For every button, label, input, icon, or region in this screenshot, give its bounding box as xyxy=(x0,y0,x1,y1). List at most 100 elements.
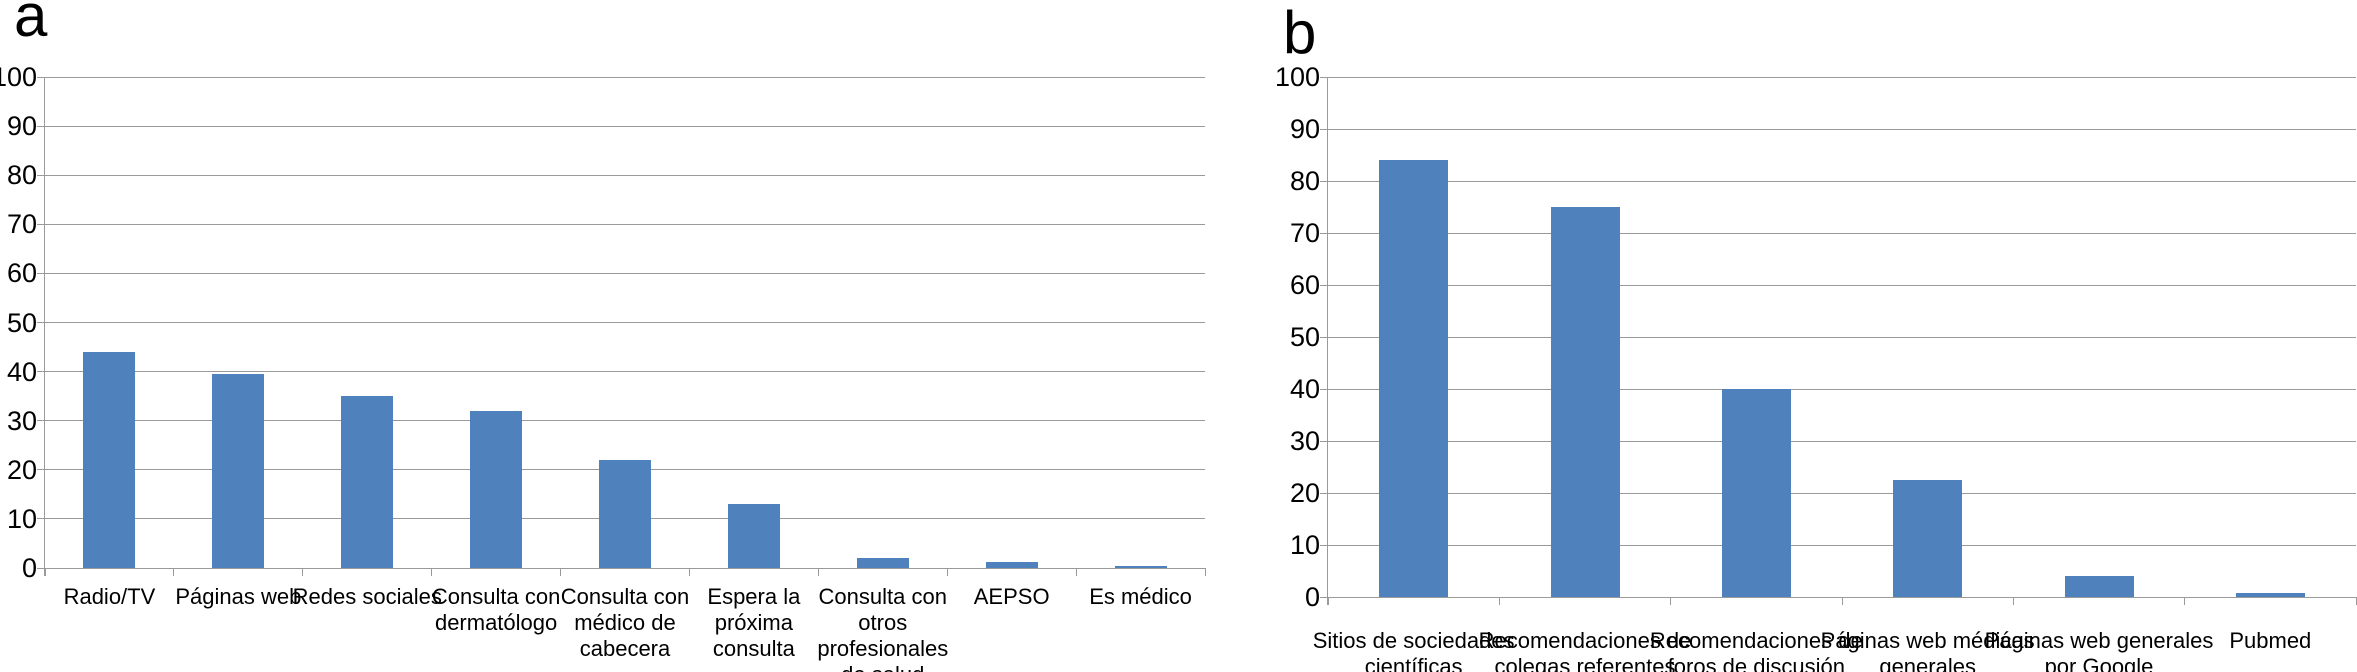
y-axis-tick xyxy=(37,76,45,78)
x-axis-tick xyxy=(1075,568,1077,576)
x-category-label-line: consulta xyxy=(712,636,795,661)
bar xyxy=(83,351,136,568)
x-category-label: Es médico xyxy=(1056,584,1226,610)
x-category-label: Sitios de sociedades científicas xyxy=(1289,628,1539,672)
x-category-label-line: Consulta con xyxy=(431,584,561,609)
bar xyxy=(1893,480,1963,597)
y-axis-tick xyxy=(37,322,45,323)
bar xyxy=(985,562,1038,568)
y-tick-label: 100 xyxy=(0,62,37,92)
x-category-label-line: Pubmed xyxy=(2229,628,2312,653)
gridline xyxy=(45,223,1205,225)
x-category-label: Páginas web generales por Google xyxy=(1974,628,2224,672)
bar xyxy=(2064,576,2134,597)
y-axis-tick xyxy=(1320,492,1328,494)
x-category-label-line: Páginas web xyxy=(175,584,302,609)
y-axis-tick xyxy=(37,174,45,176)
y-tick-label: 10 xyxy=(6,503,37,534)
y-axis-tick xyxy=(1320,596,1328,598)
y-tick-label: 90 xyxy=(1289,114,1320,144)
y-tick-label: 60 xyxy=(6,258,37,289)
y-axis-tick xyxy=(37,371,45,373)
x-category-label-line: próxima xyxy=(714,610,793,635)
gridline xyxy=(45,420,1205,422)
x-axis-tick xyxy=(431,568,433,576)
x-category-label: Radio/TV xyxy=(24,584,194,610)
x-category-label-line: foros de discusión xyxy=(1667,654,1845,672)
y-axis-tick xyxy=(37,125,45,127)
y-axis-tick xyxy=(1320,180,1328,182)
x-category-label: Redes sociales xyxy=(282,584,452,610)
y-tick-label: 20 xyxy=(6,454,37,485)
x-category-label-line: Recomendaciones de xyxy=(1649,628,1863,653)
x-category-label-line: profesionales xyxy=(817,636,949,661)
bar xyxy=(727,504,780,568)
y-axis-tick xyxy=(1320,232,1328,234)
x-category-label-line: científicas xyxy=(1364,654,1463,672)
bar xyxy=(2235,593,2305,597)
bar xyxy=(470,410,523,568)
y-tick-label: 70 xyxy=(6,209,37,240)
y-axis-tick xyxy=(1320,336,1328,338)
x-axis-tick xyxy=(44,568,46,576)
gridline xyxy=(1328,388,2356,390)
panel-b-label: b xyxy=(1283,0,1317,66)
y-tick-label: 60 xyxy=(1289,270,1320,300)
gridline xyxy=(45,76,1205,78)
x-axis-tick xyxy=(1670,597,1672,605)
x-category-label: Páginas web médicas generales xyxy=(1803,628,2053,672)
y-axis-line xyxy=(1327,77,1328,605)
y-tick-label: 100 xyxy=(1274,62,1320,92)
x-category-label-line: Radio/TV xyxy=(63,584,156,609)
x-axis-tick xyxy=(1498,597,1500,605)
panel-a-label: a xyxy=(14,0,48,49)
x-category-label-line: colegas referentes xyxy=(1494,654,1676,672)
x-axis-tick xyxy=(2184,597,2186,605)
x-category-label-line: Consulta con xyxy=(818,584,947,609)
x-category-label-line: Páginas web médicas xyxy=(1820,628,2035,653)
y-tick-label: 0 xyxy=(21,553,37,583)
y-tick-label: 20 xyxy=(1289,478,1320,508)
x-category-label: Consulta con dermatólogo xyxy=(411,584,581,636)
gridline xyxy=(45,125,1205,127)
x-category-label-line: médico de xyxy=(574,610,676,635)
x-axis-tick xyxy=(1327,597,1329,605)
x-category-label-line: Consulta con xyxy=(560,584,690,609)
gridline xyxy=(45,371,1205,373)
gridline xyxy=(1328,128,2356,130)
y-axis-tick xyxy=(1320,76,1328,78)
x-axis-tick xyxy=(688,568,690,576)
x-category-label-line: Páginas web generales xyxy=(1984,628,2214,653)
x-category-label-line: Sitios de sociedades xyxy=(1312,628,1515,653)
y-axis-line xyxy=(44,77,45,576)
y-axis-tick xyxy=(1320,388,1328,390)
gridline xyxy=(1328,76,2356,78)
y-axis-tick xyxy=(37,223,45,225)
y-tick-label: 90 xyxy=(6,111,37,142)
gridline xyxy=(45,322,1205,323)
y-tick-label: 50 xyxy=(6,307,37,338)
bar xyxy=(1721,389,1791,597)
x-category-label-line: dermatólogo xyxy=(434,610,558,635)
x-axis-tick xyxy=(560,568,562,576)
y-tick-label: 70 xyxy=(1289,218,1320,248)
y-tick-label: 50 xyxy=(1289,322,1320,352)
gridline xyxy=(1328,336,2356,338)
bar xyxy=(212,374,265,568)
x-axis-tick xyxy=(173,568,175,576)
x-category-label: Pubmed xyxy=(2145,628,2357,654)
bar xyxy=(599,459,651,568)
y-tick-label: 30 xyxy=(1289,426,1320,456)
y-axis-tick xyxy=(1320,128,1328,130)
y-tick-label: 10 xyxy=(1289,530,1320,560)
bar xyxy=(1550,207,1620,597)
y-axis-tick xyxy=(37,469,45,471)
x-category-label-line: Redes sociales xyxy=(292,584,442,609)
y-axis-tick xyxy=(1320,284,1328,286)
x-axis-tick xyxy=(817,568,819,576)
x-axis-tick xyxy=(1841,597,1843,605)
y-tick-label: 80 xyxy=(6,160,37,191)
